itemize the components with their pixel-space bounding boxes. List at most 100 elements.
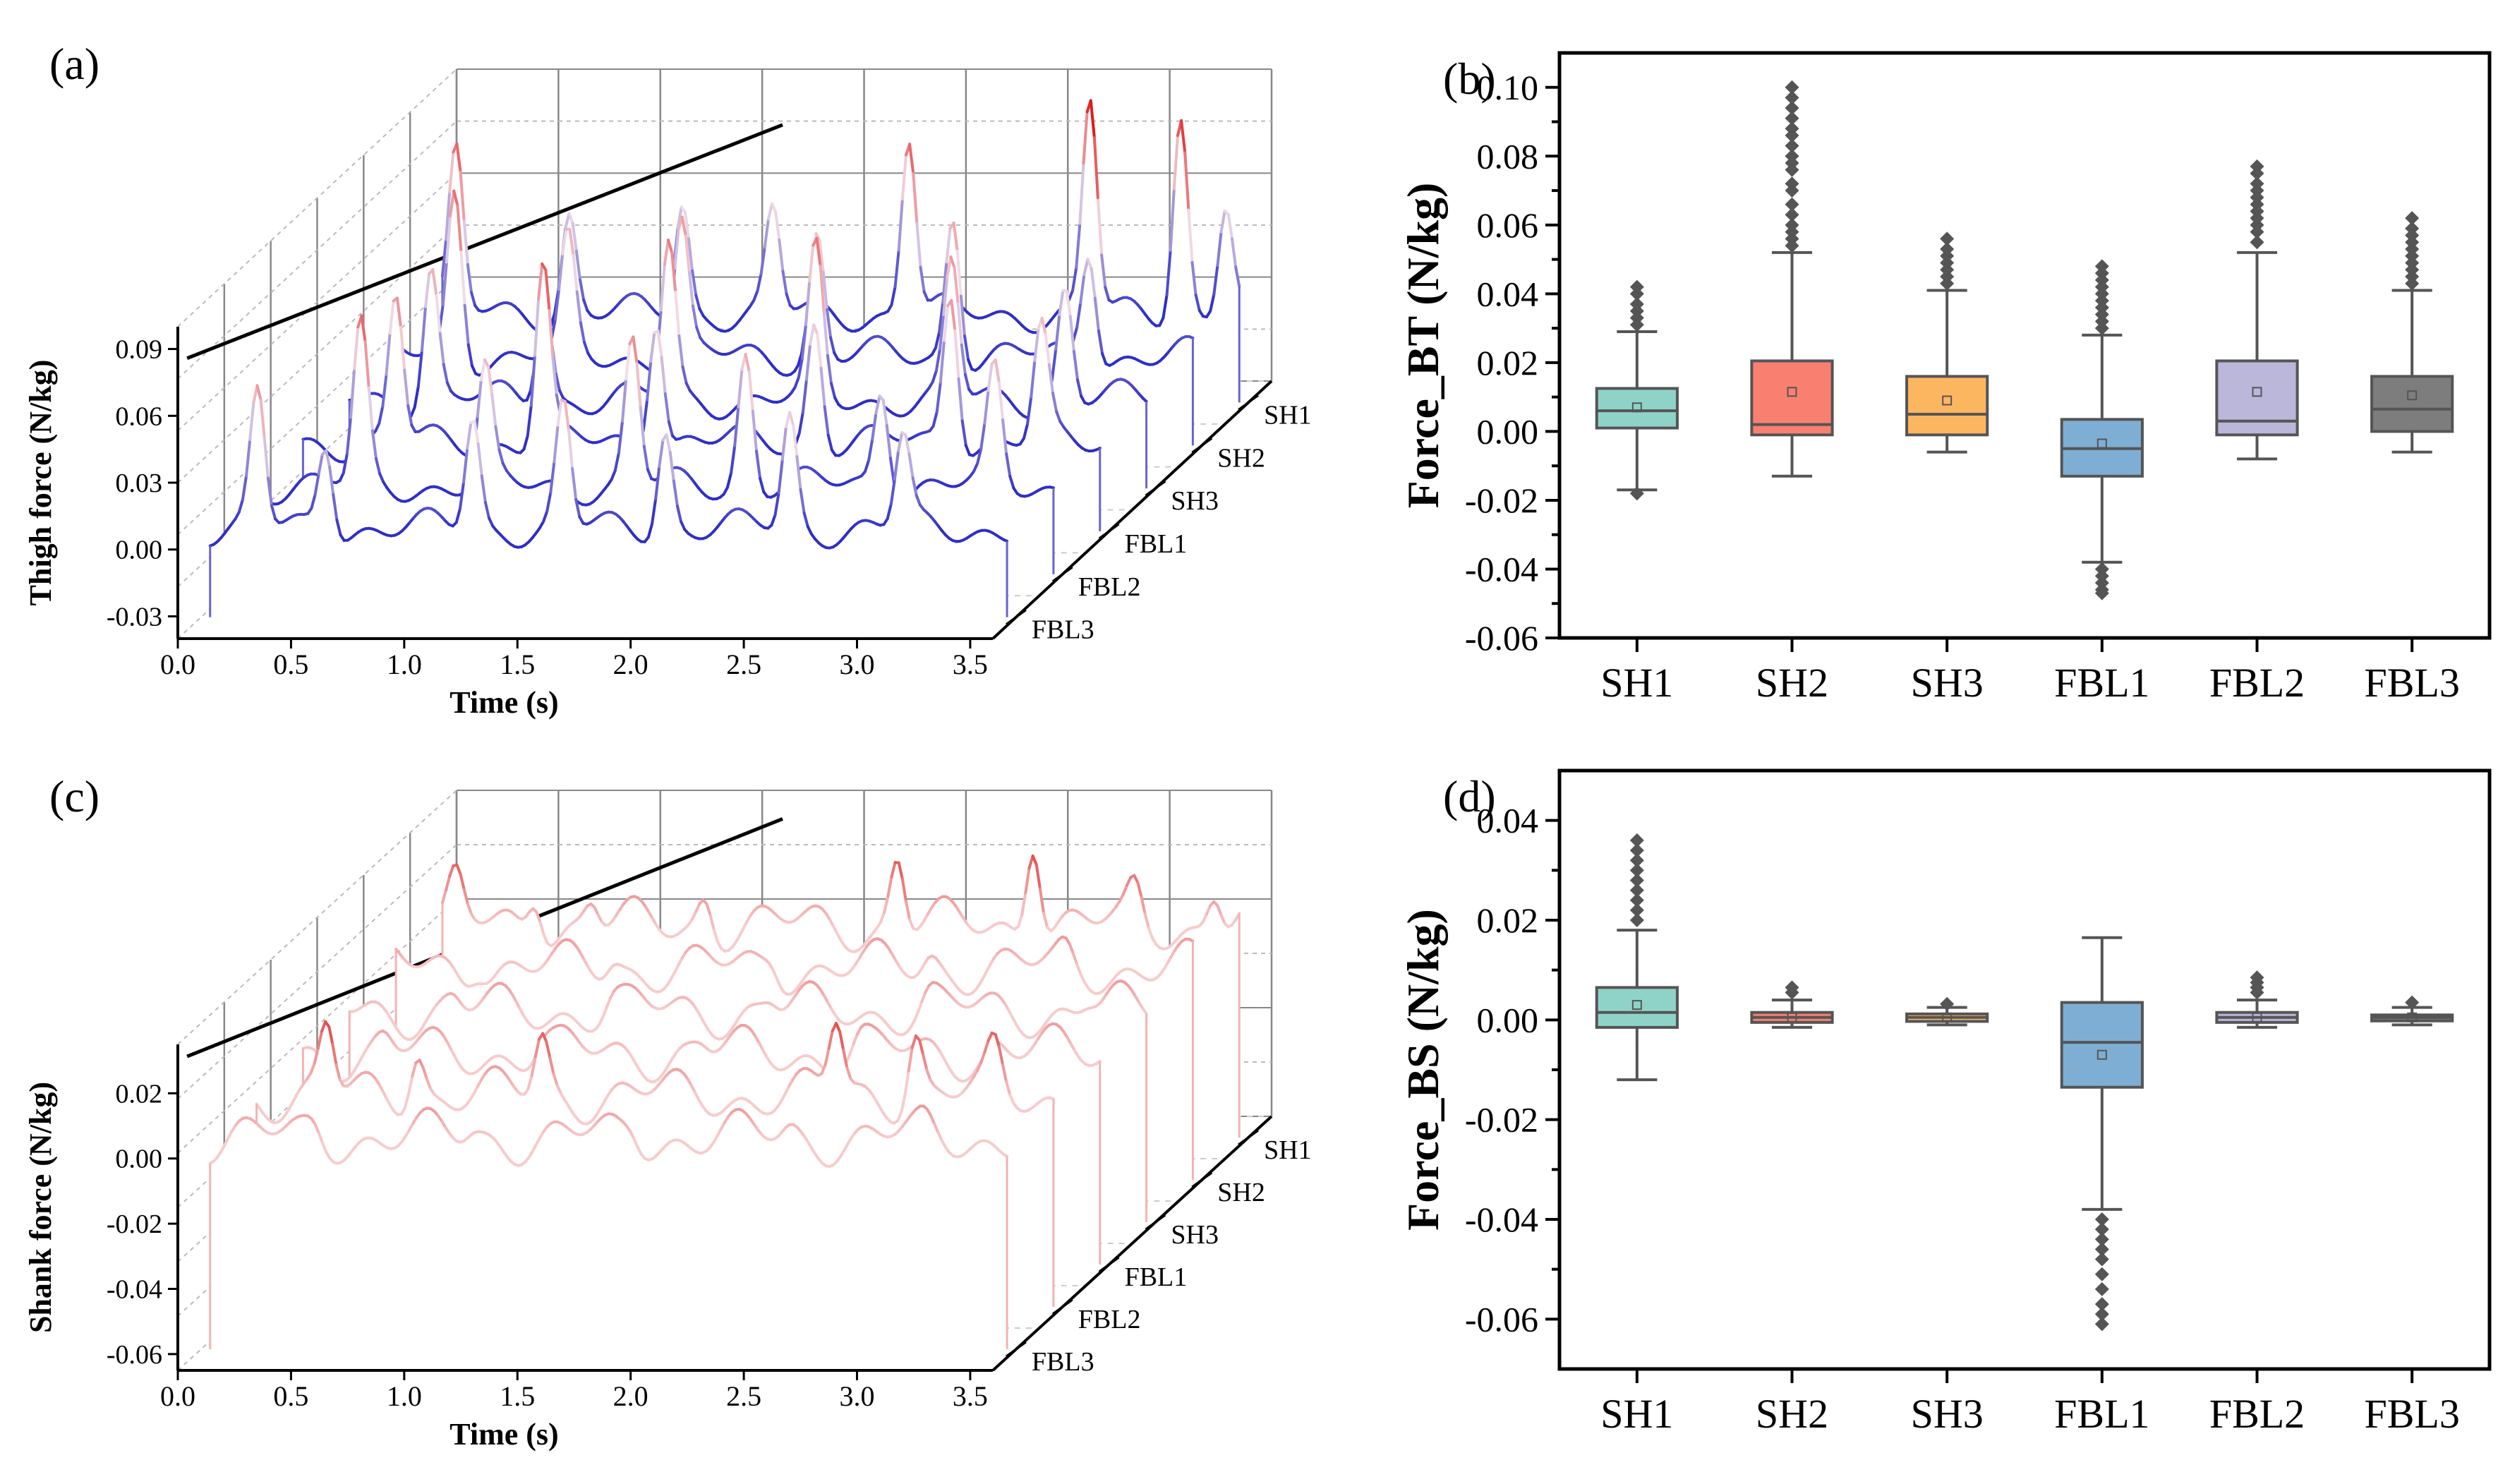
series-segment	[545, 1040, 552, 1060]
series-segment	[363, 340, 370, 390]
outlier-point	[1785, 90, 1799, 105]
series-segment	[997, 1045, 1005, 1066]
series-segment	[605, 996, 612, 1009]
series-segment	[845, 1066, 852, 1080]
series-segment	[385, 332, 392, 376]
series-segment	[553, 423, 560, 464]
series-segment	[917, 1038, 925, 1056]
series-panel	[442, 100, 1240, 403]
depth-tick-label: SH3	[1171, 1220, 1219, 1250]
series-segment	[730, 444, 737, 475]
mean-marker	[2407, 1012, 2418, 1022]
series-segment	[670, 251, 677, 294]
series-segment	[672, 479, 679, 508]
series-segment	[997, 381, 1005, 422]
series-segment	[788, 411, 795, 427]
left-grid-h	[177, 172, 457, 432]
depth-tick-label: SH2	[1217, 443, 1265, 473]
series-segment	[692, 304, 699, 329]
series-segment	[747, 370, 754, 413]
series-segment	[938, 313, 946, 351]
reference-line	[186, 123, 783, 360]
series-segment	[266, 476, 274, 507]
series-segment	[1079, 972, 1086, 984]
series-segment	[494, 425, 501, 452]
depth-tick	[1006, 1341, 1027, 1358]
series-segment	[554, 372, 561, 392]
series-segment	[388, 299, 395, 335]
series-segment	[809, 323, 816, 346]
x-tick-label: SH2	[1756, 660, 1828, 706]
y-tick-label: 0.04	[1477, 801, 1539, 840]
series-segment	[907, 1046, 914, 1073]
y-tick-label: 0.08	[1477, 136, 1539, 176]
depth-tick	[1051, 566, 1073, 582]
series-segment	[568, 228, 575, 257]
series-segment	[808, 243, 815, 283]
series-segment	[1071, 266, 1078, 292]
series-segment	[676, 205, 683, 229]
depth-tick-label: SH2	[1217, 1178, 1265, 1207]
y-tick-label: 0.04	[1477, 274, 1539, 313]
panel-label: (c)	[49, 771, 99, 821]
series-segment	[327, 1025, 334, 1046]
y-tick-label: -0.06	[1465, 1299, 1538, 1339]
series-segment	[349, 367, 356, 419]
series-segment	[476, 442, 483, 478]
series-segment	[1005, 1080, 1012, 1097]
series-segment	[771, 967, 778, 979]
series-segment	[963, 373, 971, 391]
plot-frame	[1557, 51, 2492, 640]
series-segment	[925, 1068, 932, 1082]
series-segment	[780, 425, 788, 462]
series-segment	[438, 332, 445, 366]
series-segment	[541, 1032, 548, 1044]
series-segment	[931, 410, 939, 428]
x-tick-label: 3.5	[953, 649, 988, 680]
series-segment	[479, 358, 486, 382]
series-segment	[537, 263, 544, 301]
series-segment	[759, 246, 766, 275]
series-segment	[320, 1141, 328, 1153]
series-segment	[773, 491, 780, 517]
series-segment	[754, 450, 762, 480]
series-segment	[255, 384, 263, 402]
series-segment	[522, 434, 529, 451]
outlier-point	[1940, 996, 1955, 1011]
series-segment	[263, 436, 270, 480]
series-segment	[381, 373, 388, 408]
series-segment	[639, 406, 646, 448]
series-segment	[445, 214, 452, 264]
series-segment	[1008, 1093, 1015, 1105]
x-tick-label: FBL2	[2209, 1391, 2305, 1437]
series-segment	[316, 1030, 323, 1050]
series-segment	[1104, 286, 1111, 302]
series-segment	[960, 343, 967, 376]
series-segment	[821, 270, 828, 311]
series-segment	[420, 305, 428, 353]
series-segment	[1158, 316, 1165, 327]
series-segment	[635, 362, 642, 409]
series-segment	[910, 1034, 917, 1049]
series-segment	[919, 265, 926, 294]
series-segment	[625, 342, 632, 381]
series-segment	[476, 378, 483, 418]
x-tick-label: 2.5	[726, 649, 761, 680]
series-segment	[904, 900, 912, 922]
series-segment	[885, 424, 892, 460]
series-segment	[448, 864, 455, 878]
series-segment	[1076, 378, 1083, 398]
series-segment	[409, 406, 416, 418]
series-segment	[459, 171, 466, 222]
x-tick-label: 1.5	[500, 1380, 535, 1412]
outlier-point	[1629, 913, 1644, 927]
outlier-point	[2094, 259, 2109, 274]
x-tick-label: SH1	[1600, 660, 1673, 706]
series-segment	[1075, 963, 1082, 976]
series-segment	[449, 189, 456, 217]
outlier-point	[1785, 217, 1799, 232]
x-tick-label: 3.0	[840, 649, 875, 680]
panel-a-waterfall: 0.0 0.5 1.0 1.5 2.0 2.5 3.0 3.5 -0.03 0.00 0.03 0.0…	[23, 39, 1312, 720]
series-segment	[1079, 273, 1086, 305]
series-segment	[665, 433, 672, 454]
